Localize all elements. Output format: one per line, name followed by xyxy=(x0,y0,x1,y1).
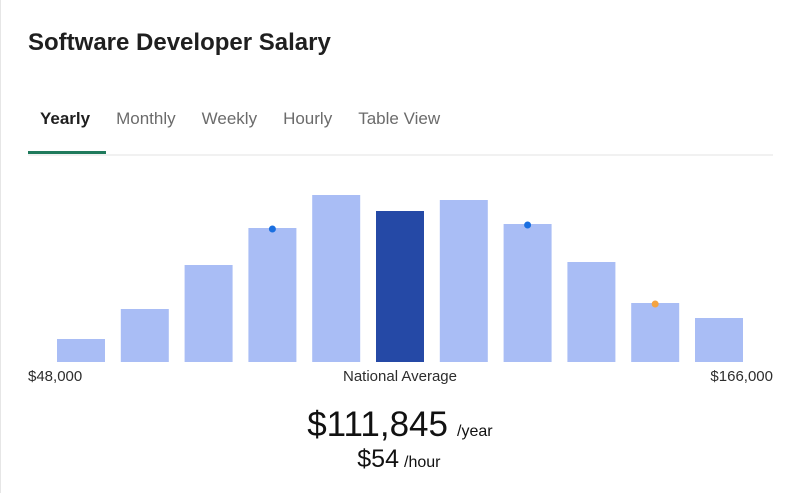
max-label: $166,000 xyxy=(710,368,773,385)
center-label: National Average xyxy=(343,368,457,385)
min-label: $48,000 xyxy=(28,368,82,385)
tab[interactable]: Table View xyxy=(358,109,441,128)
salary-unit: /year xyxy=(457,423,493,440)
hourly-unit: /hour xyxy=(404,454,441,471)
bar xyxy=(312,195,361,362)
salary: $111,845 xyxy=(307,405,448,444)
marker xyxy=(268,225,276,233)
bar xyxy=(57,339,105,362)
active-tab-underline xyxy=(28,151,106,154)
bar xyxy=(184,265,233,362)
bar xyxy=(439,200,488,362)
marker xyxy=(651,300,659,308)
bar xyxy=(248,228,297,362)
tab[interactable]: Monthly xyxy=(116,109,176,128)
bar xyxy=(503,224,552,362)
tab[interactable]: Weekly xyxy=(202,109,258,128)
hourly: $54 xyxy=(357,445,399,473)
tab[interactable]: Yearly xyxy=(40,109,91,128)
title: Software Developer Salary xyxy=(28,29,331,56)
bar xyxy=(120,309,169,362)
tab[interactable]: Hourly xyxy=(283,109,333,128)
bar xyxy=(695,318,743,362)
bar xyxy=(376,211,424,362)
marker xyxy=(524,221,532,229)
bar xyxy=(567,262,616,362)
bar xyxy=(631,303,680,362)
panel-border xyxy=(0,0,1,493)
